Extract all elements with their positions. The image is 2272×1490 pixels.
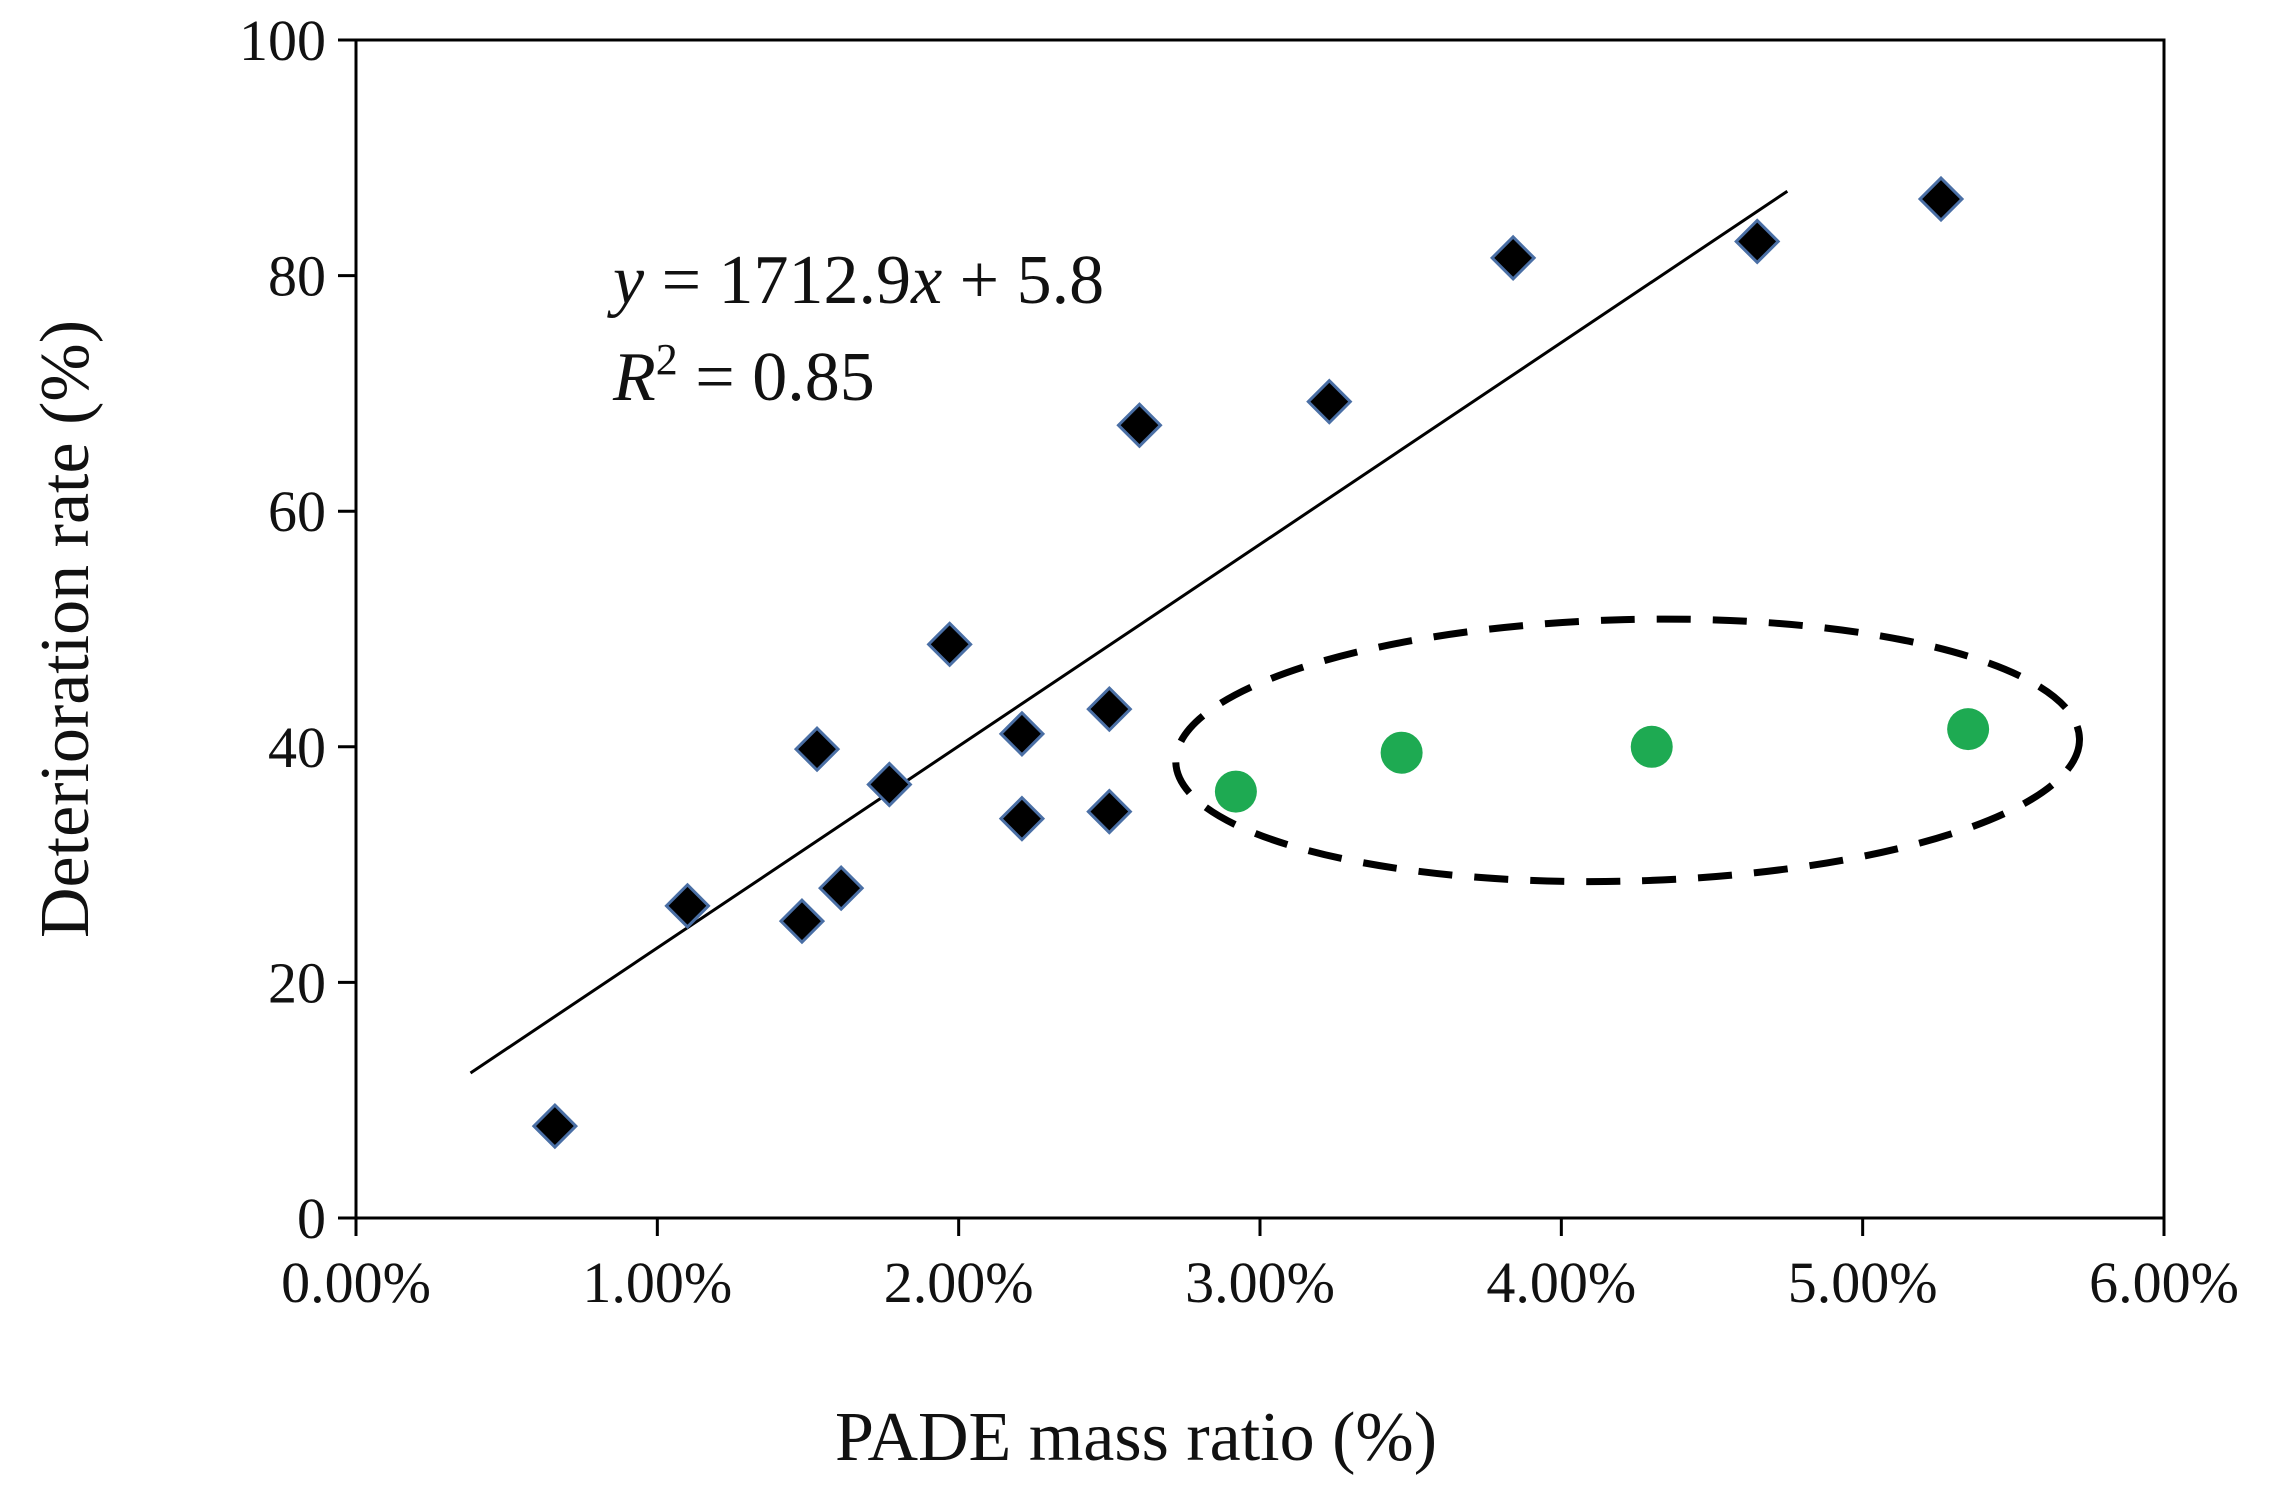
ellipse-layer [1172, 615, 2083, 886]
outlier-ellipse [1172, 615, 2083, 886]
diamond-data-point [664, 882, 711, 929]
ticks-layer: 0 20 40 60 80 100 0.00% 1.00% 2.00% 3.00% 4.00% 5.0… [239, 8, 2239, 1315]
trendline-layer [469, 189, 1789, 1075]
y-tick-label: 40 [268, 715, 326, 780]
x-axis-title: PADE mass ratio (%) [835, 1399, 1437, 1476]
diamond-data-point [818, 865, 865, 912]
diamond-data-point [998, 795, 1046, 842]
diamond-data-point [1489, 234, 1537, 282]
diamond-data-point [793, 726, 841, 773]
diamond-data-point [1086, 788, 1133, 835]
r-squared-label: R2 = 0.85 [612, 335, 875, 416]
regression-equation: y = 1712.9x + 5.8 [607, 242, 1104, 319]
equation-x-var: x [910, 242, 942, 319]
y-tick-label: 80 [268, 244, 326, 309]
diamond-data-point [1306, 378, 1353, 425]
circle-data-point [1380, 731, 1423, 774]
circle-data-point [1947, 708, 1990, 751]
diamond-data-point [778, 898, 826, 945]
plot-area [354, 38, 2166, 1220]
diamond-data-point [1116, 402, 1163, 449]
x-tick-label: 1.00% [582, 1250, 732, 1315]
diamond-data-point [926, 621, 973, 668]
x-tick-label: 3.00% [1185, 1250, 1335, 1315]
y-tick-label: 20 [268, 950, 326, 1015]
diamond-data-point [1917, 175, 1965, 223]
diamond-data-point [1734, 218, 1781, 265]
x-tick-label: 0.00% [281, 1250, 431, 1315]
y-tick-label: 60 [268, 479, 326, 544]
x-tick-label: 6.00% [2089, 1250, 2239, 1315]
r-squared-value: = 0.85 [678, 339, 875, 416]
x-tick-label: 5.00% [1788, 1250, 1938, 1315]
points-layer [531, 175, 1990, 1150]
diamond-data-point [1086, 685, 1133, 733]
y-axis-title: Deterioration rate (%) [27, 320, 104, 938]
equation-y-var: y [607, 242, 645, 319]
r-squared-superscript: 2 [656, 335, 678, 384]
x-tick-label: 4.00% [1486, 1250, 1636, 1315]
r-squared-symbol: R [612, 339, 656, 416]
equation-intercept: + 5.8 [942, 242, 1104, 319]
circle-data-point [1630, 725, 1673, 768]
diamond-data-point [866, 761, 913, 808]
diamond-data-point [531, 1102, 579, 1150]
y-tick-label: 100 [239, 8, 326, 73]
x-tick-label: 2.00% [884, 1250, 1034, 1315]
equation-coefficient: = 1712.9 [644, 242, 911, 319]
trendline [469, 189, 1789, 1075]
diamond-data-point [998, 710, 1046, 757]
y-tick-label: 0 [297, 1186, 326, 1251]
circle-data-point [1214, 770, 1257, 813]
